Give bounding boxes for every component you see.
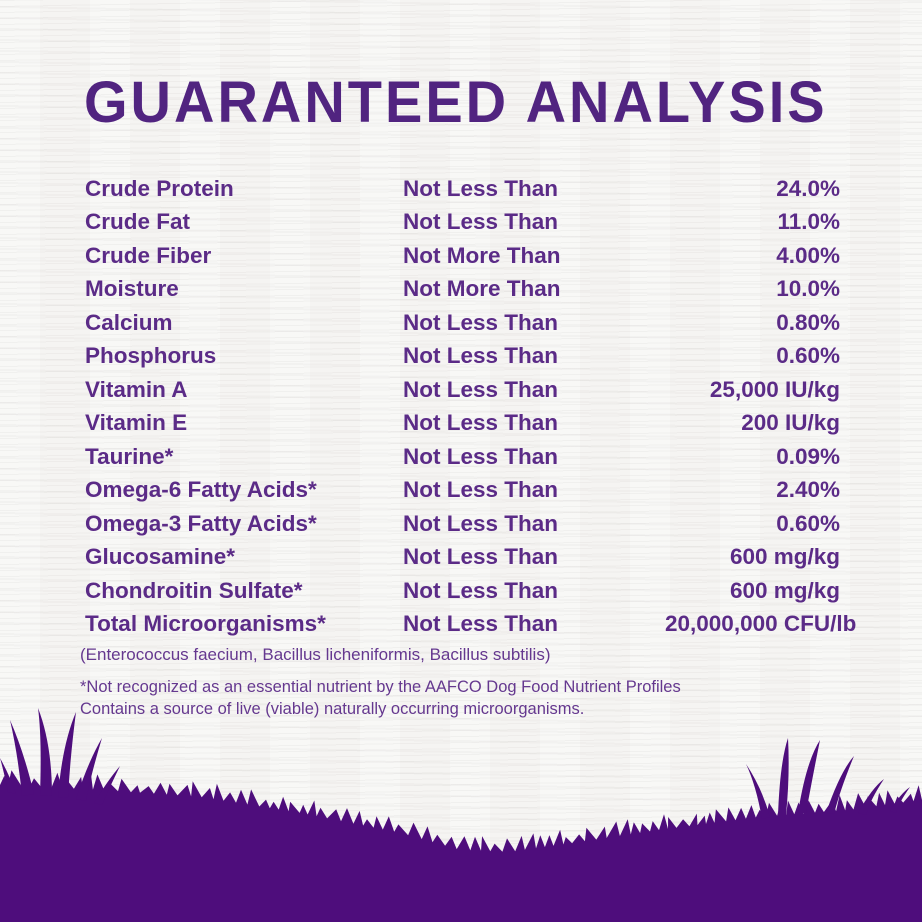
nutrient-value: 20,000,000 CFU/lb xyxy=(665,611,857,637)
qualifier: Not Less Than xyxy=(403,544,559,570)
nutrient-name: Moisture xyxy=(85,276,179,302)
nutrient-name: Vitamin E xyxy=(85,410,188,436)
nutrient-name: Total Microorganisms* xyxy=(85,611,326,637)
nutrient-name: Crude Fat xyxy=(85,209,191,235)
nutrient-name: Glucosamine* xyxy=(85,544,236,570)
nutrient-value: 2.40% xyxy=(776,477,840,503)
nutrient-name: Omega-6 Fatty Acids* xyxy=(85,477,317,503)
nutrient-value: 4.00% xyxy=(776,242,840,268)
nutrient-value: 200 IU/kg xyxy=(741,410,840,436)
footnotes: *Not recognized as an essential nutrient… xyxy=(80,676,840,720)
table-row: Glucosamine* Not Less Than 600 mg/kg xyxy=(85,541,840,575)
nutrient-value: 10.0% xyxy=(776,276,840,302)
nutrient-value: 25,000 IU/kg xyxy=(709,376,840,402)
table-row: Vitamin A Not Less Than 25,000 IU/kg xyxy=(85,373,840,407)
nutrient-value: 0.09% xyxy=(776,443,840,469)
nutrient-value: 600 mg/kg xyxy=(729,544,840,570)
analysis-table: Crude Protein Not Less Than 24.0% Crude … xyxy=(80,172,856,720)
table-row: Crude Fiber Not More Than 4.00% xyxy=(85,239,840,273)
qualifier: Not Less Than xyxy=(403,443,559,469)
footnote-aafco: *Not recognized as an essential nutrient… xyxy=(80,678,681,696)
nutrient-value: 0.80% xyxy=(776,309,840,335)
qualifier: Not Less Than xyxy=(403,510,559,536)
nutrient-value: 600 mg/kg xyxy=(729,577,840,603)
table-row: Crude Fat Not Less Than 11.0% xyxy=(85,206,840,240)
nutrient-value: 11.0% xyxy=(777,209,840,235)
nutrient-value: 0.60% xyxy=(776,510,840,536)
nutrient-name: Omega-3 Fatty Acids* xyxy=(85,510,317,536)
nutrient-name: Crude Protein xyxy=(85,175,234,201)
table-row: Calcium Not Less Than 0.80% xyxy=(85,306,840,340)
qualifier: Not Less Than xyxy=(403,309,559,335)
table-row: Omega-6 Fatty Acids* Not Less Than 2.40% xyxy=(85,474,840,508)
table-row: Taurine* Not Less Than 0.09% xyxy=(85,440,840,474)
grass-silhouette xyxy=(0,708,922,922)
table-row: Omega-3 Fatty Acids* Not Less Than 0.60% xyxy=(85,507,840,541)
footnote-live-microorganisms: Contains a source of live (viable) natur… xyxy=(80,700,585,718)
qualifier: Not More Than xyxy=(403,276,561,302)
table-row: Phosphorus Not Less Than 0.60% xyxy=(85,340,840,374)
qualifier: Not Less Than xyxy=(403,343,559,369)
nutrient-name: Vitamin A xyxy=(85,376,188,402)
nutrient-name: Phosphorus xyxy=(85,343,217,369)
table-row: Moisture Not More Than 10.0% xyxy=(85,273,840,307)
nutrient-name: Calcium xyxy=(85,309,173,335)
microorganism-species-note: (Enterococcus faecium, Bacillus lichenif… xyxy=(80,645,551,664)
qualifier: Not Less Than xyxy=(403,209,559,235)
qualifier: Not Less Than xyxy=(403,477,559,503)
qualifier: Not Less Than xyxy=(403,611,559,637)
qualifier: Not More Than xyxy=(403,242,561,268)
page-title: GUARANTEED ANALYSIS xyxy=(84,69,828,135)
table-row: Vitamin E Not Less Than 200 IU/kg xyxy=(85,407,840,441)
qualifier: Not Less Than xyxy=(403,376,559,402)
qualifier: Not Less Than xyxy=(403,175,559,201)
qualifier: Not Less Than xyxy=(403,577,559,603)
table-row: Crude Protein Not Less Than 24.0% xyxy=(85,172,840,206)
nutrient-name: Crude Fiber xyxy=(85,242,212,268)
nutrient-value: 0.60% xyxy=(776,343,840,369)
nutrient-name: Taurine* xyxy=(85,443,174,469)
qualifier: Not Less Than xyxy=(403,410,559,436)
table-row: Total Microorganisms* Not Less Than 20,0… xyxy=(85,608,856,642)
table-row: Chondroitin Sulfate* Not Less Than 600 m… xyxy=(85,574,840,608)
nutrient-value: 24.0% xyxy=(776,175,840,201)
nutrient-name: Chondroitin Sulfate* xyxy=(85,577,303,603)
